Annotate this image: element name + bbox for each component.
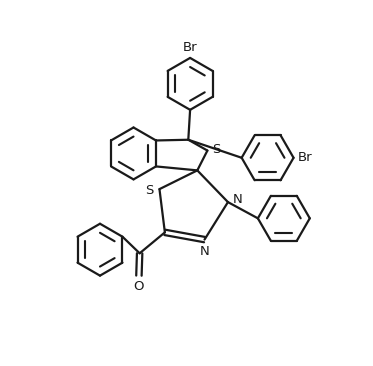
- Text: Br: Br: [183, 41, 197, 53]
- Text: N: N: [233, 193, 243, 206]
- Text: O: O: [134, 280, 144, 293]
- Text: Br: Br: [298, 151, 313, 164]
- Text: S: S: [213, 143, 221, 156]
- Text: N: N: [200, 245, 209, 258]
- Text: S: S: [145, 184, 154, 197]
